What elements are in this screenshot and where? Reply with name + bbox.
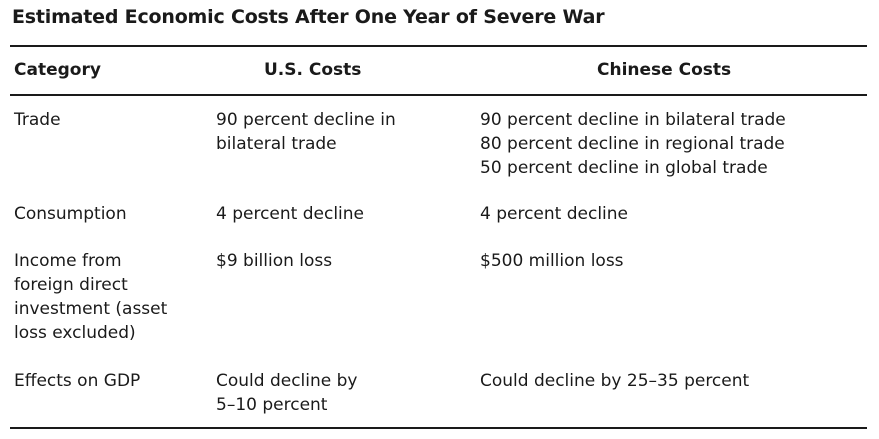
bottom-rule (10, 427, 867, 429)
cell-line: 90 percent decline in bilateral trade (480, 110, 786, 130)
cell-chinese-costs: 4 percent decline (480, 202, 870, 226)
cell-line: 80 percent decline in regional trade (480, 134, 785, 154)
cell-line: 90 percent decline in (216, 110, 396, 130)
table-title: Estimated Economic Costs After One Year … (12, 6, 605, 28)
cell-line: Consumption (14, 204, 127, 224)
cell-category: Consumption (14, 202, 204, 226)
cell-line: 4 percent decline (216, 204, 365, 224)
header-rule (10, 94, 867, 96)
cell-line: Effects on GDP (14, 371, 141, 391)
cell-line: Income from (14, 251, 122, 271)
cell-category: Trade (14, 108, 204, 132)
cell-line: Could decline by (216, 371, 358, 391)
cell-line: investment (asset (14, 299, 168, 319)
cell-line: loss excluded) (14, 323, 136, 343)
header-category: Category (14, 60, 101, 80)
cell-line: 5–10 percent (216, 395, 328, 415)
cell-chinese-costs: $500 million loss (480, 249, 870, 273)
cell-line: $9 billion loss (216, 251, 333, 271)
header-chinese-costs: Chinese Costs (597, 60, 732, 80)
cell-line: Could decline by 25–35 percent (480, 371, 750, 391)
cell-line: bilateral trade (216, 134, 337, 154)
cell-line: foreign direct (14, 275, 128, 295)
header-us-costs: U.S. Costs (264, 60, 362, 80)
cell-us-costs: $9 billion loss (216, 249, 456, 273)
cell-chinese-costs: Could decline by 25–35 percent (480, 369, 870, 393)
cell-line: 50 percent decline in global trade (480, 158, 768, 178)
cell-us-costs: 90 percent decline in bilateral trade (216, 108, 456, 156)
cell-chinese-costs: 90 percent decline in bilateral trade 80… (480, 108, 870, 180)
top-rule (10, 45, 867, 47)
cell-us-costs: 4 percent decline (216, 202, 456, 226)
cell-line: 4 percent decline (480, 204, 629, 224)
cell-line: $500 million loss (480, 251, 624, 271)
cell-category: Income from foreign direct investment (a… (14, 249, 204, 345)
cell-us-costs: Could decline by 5–10 percent (216, 369, 456, 417)
cell-line: Trade (14, 110, 61, 130)
cell-category: Effects on GDP (14, 369, 204, 393)
